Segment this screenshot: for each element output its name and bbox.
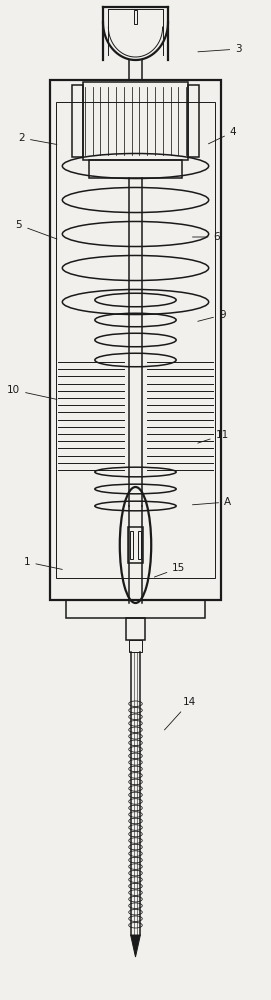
Bar bbox=[129, 640, 142, 652]
Bar bbox=[126, 618, 145, 640]
Bar bbox=[128, 527, 143, 563]
Text: 14: 14 bbox=[164, 697, 196, 730]
Text: 10: 10 bbox=[7, 385, 57, 399]
Text: 2: 2 bbox=[18, 133, 57, 144]
Text: 9: 9 bbox=[198, 310, 225, 321]
Bar bbox=[72, 85, 83, 157]
Bar bbox=[188, 85, 199, 157]
Text: A: A bbox=[192, 497, 231, 507]
Text: 5: 5 bbox=[16, 220, 57, 239]
Bar bbox=[66, 600, 205, 618]
Text: 15: 15 bbox=[154, 563, 185, 577]
Polygon shape bbox=[131, 935, 140, 957]
Text: 4: 4 bbox=[208, 127, 236, 144]
Bar bbox=[134, 10, 137, 24]
Text: 1: 1 bbox=[24, 557, 62, 569]
Bar bbox=[50, 80, 221, 600]
Bar bbox=[89, 160, 182, 178]
Bar bbox=[56, 102, 215, 578]
Bar bbox=[83, 82, 188, 160]
Text: 3: 3 bbox=[198, 44, 242, 54]
Text: 11: 11 bbox=[198, 430, 229, 443]
Bar bbox=[138, 531, 141, 559]
Bar bbox=[130, 531, 133, 559]
Text: 6: 6 bbox=[192, 232, 220, 242]
